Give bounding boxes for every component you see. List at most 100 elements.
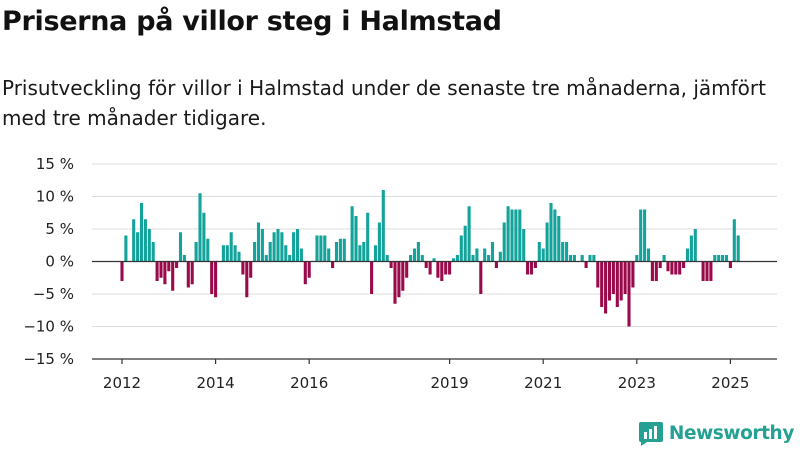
bar (163, 261, 167, 285)
bar (178, 232, 183, 262)
bar (194, 242, 198, 262)
axes (92, 260, 777, 364)
bar-chart: 15 % 10 % 5 % 0 % −5 % −10 % −15 % 2012 2014 2016… (23, 0, 777, 392)
bar (412, 248, 417, 262)
bar (713, 255, 717, 262)
bar (522, 229, 526, 262)
bar (155, 261, 159, 281)
bar (709, 261, 713, 281)
bar (264, 255, 268, 262)
bar (490, 242, 495, 262)
bar (276, 229, 280, 262)
bar (514, 209, 518, 262)
bar (631, 261, 635, 288)
bar (338, 238, 342, 262)
bar (518, 209, 522, 262)
bar (674, 261, 678, 275)
bar (342, 238, 346, 262)
bar (124, 235, 128, 262)
bar (635, 255, 639, 262)
bar (416, 242, 420, 262)
chart-title: Priserna på villor steg i Halmstad (2, 6, 502, 37)
bar (580, 255, 584, 262)
bar (323, 235, 327, 262)
bar (225, 245, 229, 262)
bar (370, 261, 374, 294)
bar (237, 251, 241, 262)
bar (459, 235, 463, 262)
bar (393, 261, 397, 304)
bar (483, 248, 487, 262)
bar (533, 261, 537, 268)
x-tick-label: 2012 (103, 374, 141, 392)
bar (190, 261, 194, 285)
bar (221, 245, 225, 262)
bar (307, 261, 311, 278)
bar (658, 261, 662, 268)
x-tick-label: 2021 (524, 374, 562, 392)
bar (529, 261, 534, 275)
chart-subtitle: Prisutveckling för villor i Halmstad und… (2, 76, 766, 130)
bar (701, 261, 705, 281)
bar (432, 258, 436, 262)
bar (479, 261, 483, 294)
bar (623, 261, 627, 294)
bar (120, 261, 124, 281)
bar (627, 261, 631, 327)
y-tick-label: −10 % (23, 318, 74, 336)
y-tick-label: 10 % (36, 188, 74, 206)
bar (448, 261, 452, 275)
bar (350, 206, 354, 262)
bar (256, 222, 261, 262)
bar (568, 255, 573, 262)
bar (498, 251, 502, 262)
bar (721, 255, 725, 262)
bar (510, 209, 514, 262)
bar (132, 219, 136, 262)
bar (229, 232, 233, 262)
bar (175, 261, 179, 268)
bar (615, 261, 619, 307)
bar (600, 261, 604, 307)
bar (502, 222, 506, 262)
x-tick-label: 2023 (618, 374, 656, 392)
y-tick-label: −15 % (23, 350, 74, 368)
bar (526, 261, 530, 275)
bar (682, 261, 686, 268)
bar (202, 212, 206, 262)
bar (592, 255, 596, 262)
bar (561, 242, 565, 262)
bar (401, 261, 405, 291)
bar (241, 261, 245, 275)
latest-value-annotation: 4 % (729, 0, 759, 4)
bar-series (120, 190, 740, 327)
bar (420, 255, 424, 262)
bar (455, 255, 459, 262)
bar (233, 245, 237, 262)
y-tick-label: 5 % (45, 220, 74, 238)
bar (389, 261, 393, 268)
bar (646, 248, 651, 262)
bar (143, 219, 147, 262)
bar (666, 261, 670, 272)
bar (650, 261, 654, 281)
bar (584, 261, 588, 268)
x-tick-label: 2019 (431, 374, 469, 392)
bar (315, 235, 319, 262)
bar (327, 248, 331, 262)
bar (295, 229, 300, 262)
newsworthy-brand: Newsworthy (638, 420, 794, 446)
bar (662, 255, 666, 262)
bar (428, 261, 432, 275)
bar (541, 248, 545, 262)
bar (159, 261, 163, 278)
bar (654, 261, 658, 281)
x-tick-label: 2025 (711, 374, 749, 392)
bar (588, 255, 592, 262)
bar (572, 255, 576, 262)
bar (147, 229, 151, 262)
bar (280, 232, 284, 262)
bar (553, 209, 557, 262)
bar (288, 255, 292, 262)
bar (487, 255, 491, 262)
